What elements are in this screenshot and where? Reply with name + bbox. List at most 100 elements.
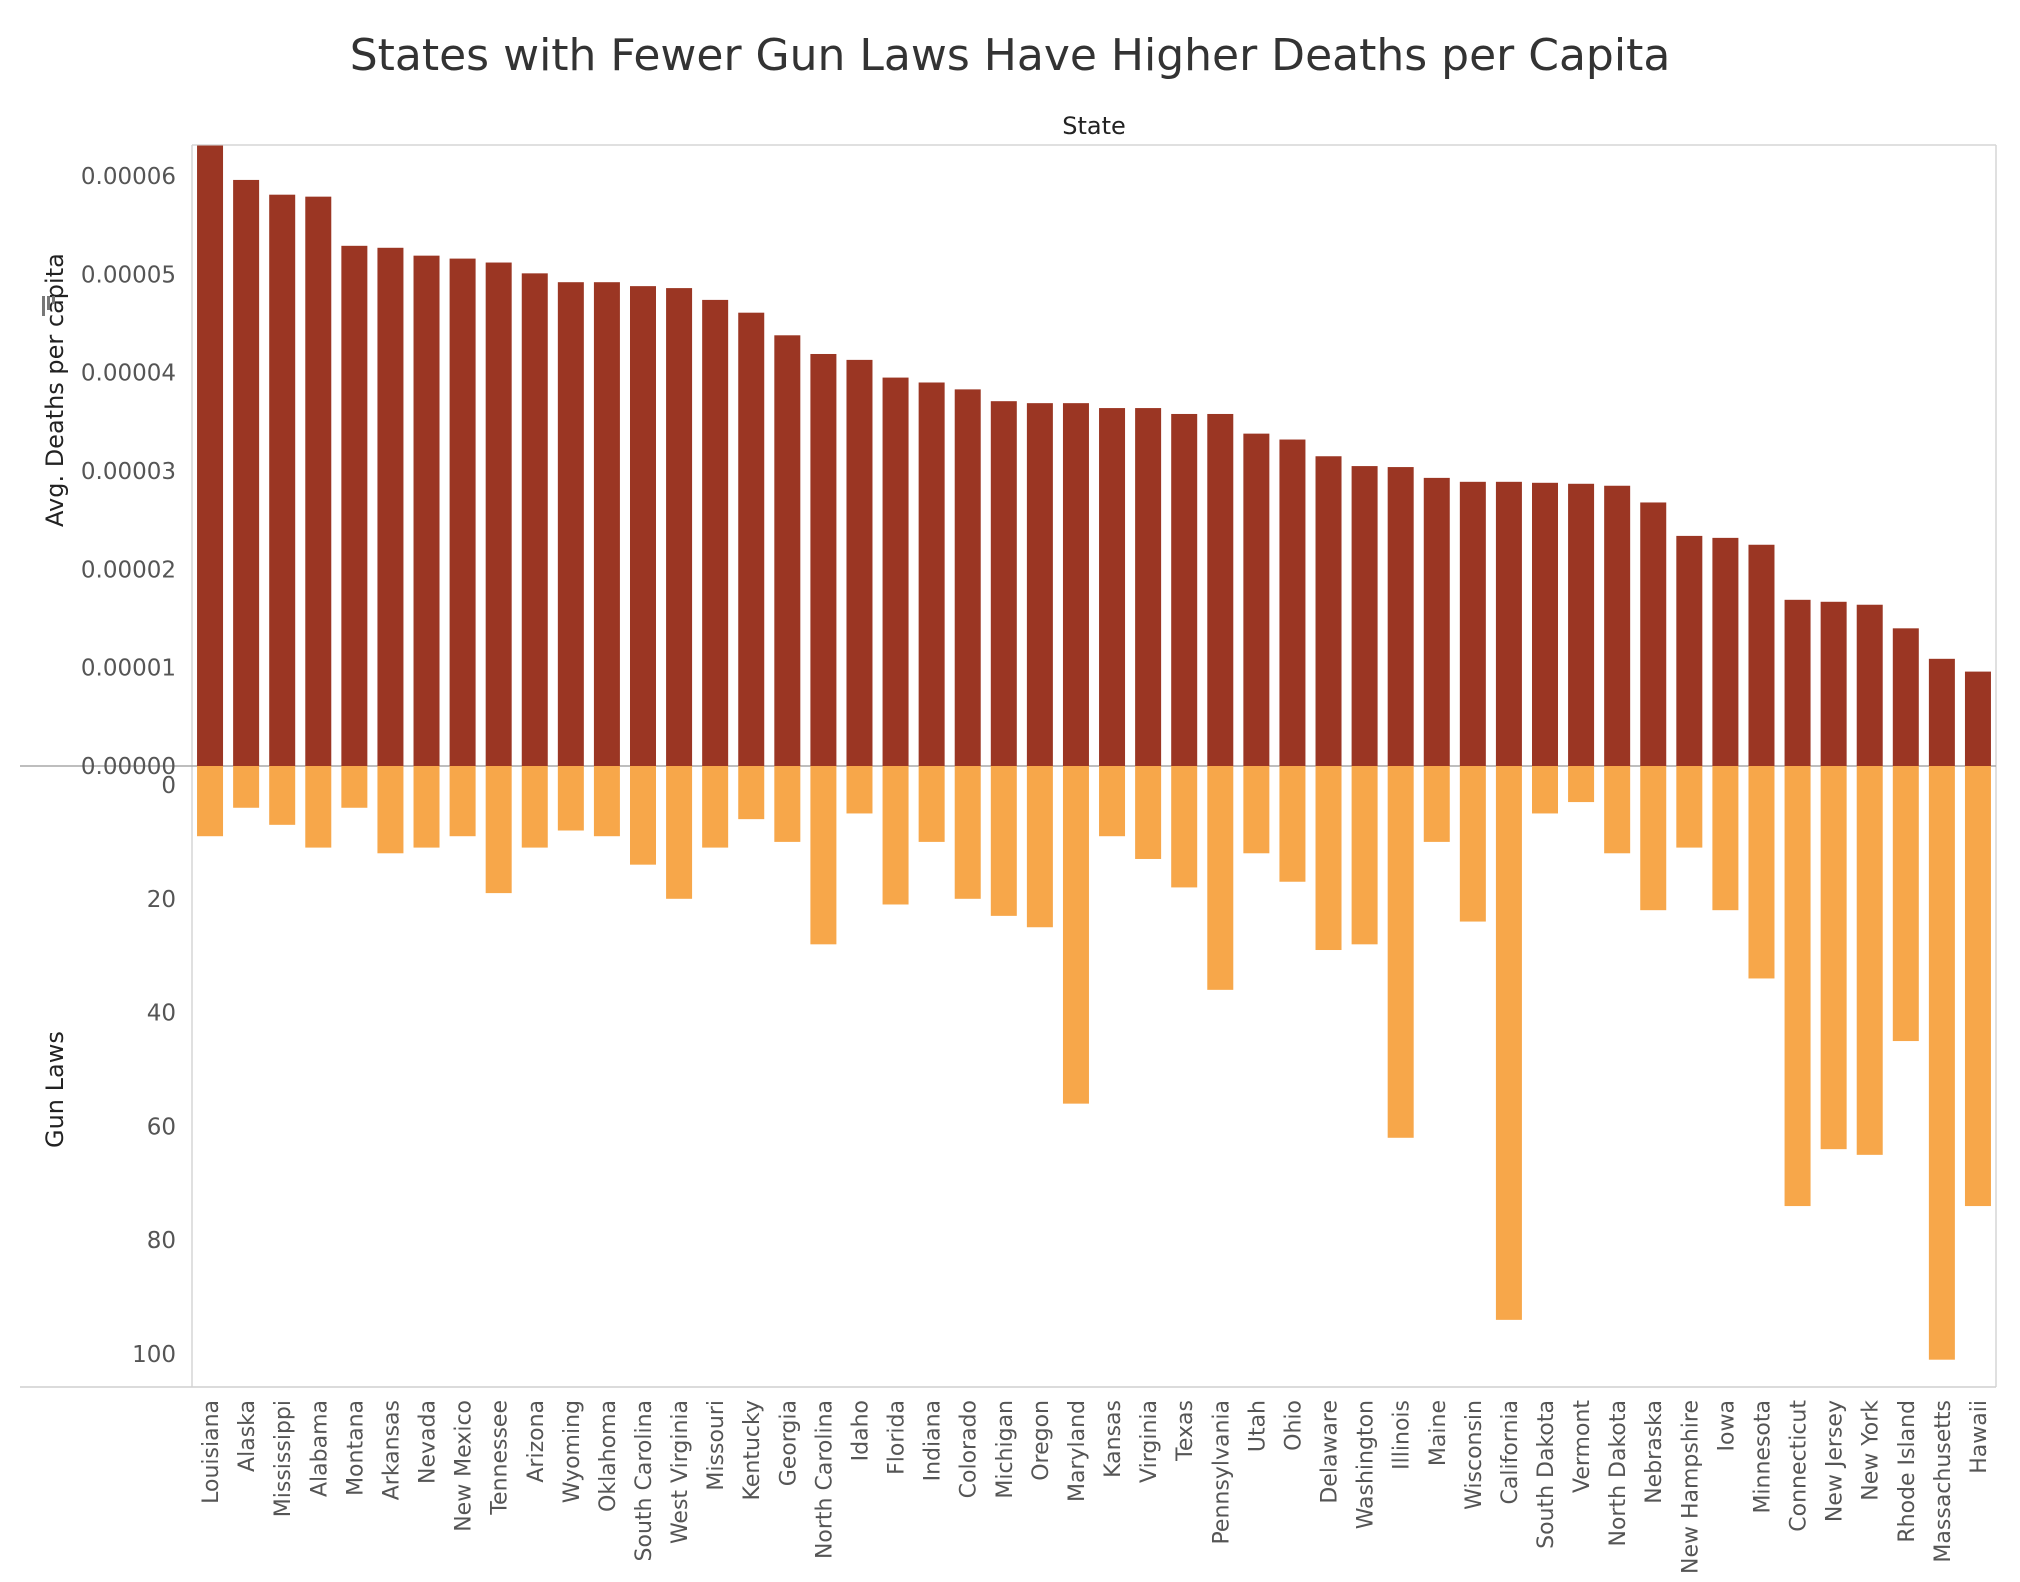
deaths-bar: [1171, 413, 1198, 766]
state-tick-label: Alaska: [235, 1400, 260, 1472]
deaths-bar: [557, 282, 584, 766]
deaths-bar: [1964, 671, 1991, 766]
bottom-axis-tick-label: 0: [161, 773, 176, 799]
state-tick-label: Alabama: [307, 1400, 332, 1497]
state-tick-label: South Dakota: [1534, 1400, 1559, 1549]
deaths-bar: [1387, 467, 1414, 766]
state-axis-labels: Louisiana Alaska Mississippi Alabama Montana…: [199, 1400, 1992, 1574]
sort-icon[interactable]: [40, 294, 64, 318]
bottom-axis-tick-label: 60: [147, 1114, 176, 1140]
gun-laws-bar: [1532, 766, 1558, 814]
deaths-bar: [1568, 483, 1595, 766]
gun-laws-bar: [954, 766, 981, 899]
deaths-bar: [1748, 544, 1775, 766]
state-tick-label: Florida: [885, 1400, 910, 1475]
deaths-bar: [810, 353, 837, 766]
deaths-bar: [413, 255, 440, 766]
deaths-per-capita-bars: [197, 145, 1991, 767]
gun-laws-bar: [1279, 766, 1306, 882]
gun-laws-bar: [702, 766, 729, 848]
gun-laws-bar: [918, 766, 945, 842]
deaths-bar: [738, 312, 765, 766]
chart-title: States with Fewer Gun Laws Have Higher D…: [349, 30, 1671, 81]
bottom-axis-tick-label: 100: [132, 1342, 176, 1368]
gun-laws-bar: [1568, 766, 1595, 803]
gun-laws-bar: [521, 766, 548, 848]
deaths-bar: [305, 196, 332, 766]
gun-laws-bar: [1676, 766, 1703, 848]
state-tick-label: Kentucky: [740, 1400, 765, 1500]
state-tick-label: Delaware: [1318, 1400, 1343, 1504]
state-tick-label: Maine: [1426, 1400, 1451, 1466]
state-tick-label: Vermont: [1570, 1400, 1595, 1493]
state-tick-label: Tennessee: [488, 1400, 513, 1516]
top-axis-tick-label: 0.00003: [81, 459, 176, 485]
deaths-bar: [197, 145, 224, 766]
gun-laws-bar: [1495, 766, 1522, 1320]
deaths-bar: [1820, 601, 1847, 766]
gun-laws-bar: [1712, 766, 1739, 911]
state-tick-label: Arkansas: [379, 1400, 404, 1500]
deaths-bar: [990, 401, 1017, 766]
top-axis-tick-label: 0.00001: [81, 656, 176, 682]
gun-laws-bar: [1171, 766, 1198, 888]
gun-laws-bars: [197, 766, 1991, 1360]
gun-laws-bar: [846, 766, 873, 814]
gun-laws-bar: [1207, 766, 1234, 990]
gun-laws-bar: [882, 766, 909, 905]
deaths-bar: [593, 282, 620, 766]
deaths-bar: [702, 299, 729, 766]
state-tick-label: Colorado: [957, 1400, 982, 1498]
gun-laws-bar: [413, 766, 440, 848]
deaths-bar: [1459, 481, 1486, 766]
gun-laws-bar: [1099, 766, 1126, 837]
top-axis-tick-label: 0.00004: [81, 361, 176, 387]
state-tick-label: Rhode Island: [1895, 1400, 1920, 1543]
gun-laws-bar: [1423, 766, 1450, 842]
state-tick-label: North Dakota: [1606, 1400, 1631, 1546]
state-tick-label: Ohio: [1281, 1400, 1306, 1451]
deaths-bar: [1351, 466, 1378, 766]
gun-laws-bar: [269, 766, 296, 825]
state-tick-label: Maryland: [1065, 1400, 1090, 1502]
gun-laws-bar: [738, 766, 765, 820]
deaths-bar: [1026, 403, 1053, 766]
column-header-state: State: [1062, 112, 1126, 140]
state-tick-label: Indiana: [921, 1400, 946, 1481]
deaths-bar: [846, 359, 873, 766]
gun-laws-bar: [1459, 766, 1486, 922]
gun-laws-bar: [810, 766, 837, 945]
state-tick-label: Massachusetts: [1931, 1400, 1956, 1563]
deaths-bar: [954, 389, 981, 766]
bottom-axis-ticks: 0 20 40 60 80 100: [132, 773, 176, 1368]
state-tick-label: Wyoming: [560, 1400, 585, 1503]
state-tick-label: Iowa: [1714, 1400, 1739, 1451]
gun-laws-bar: [1315, 766, 1342, 951]
state-tick-label: Kansas: [1101, 1400, 1126, 1478]
deaths-bar: [1928, 658, 1955, 766]
state-tick-label: Arizona: [524, 1400, 549, 1483]
state-tick-label: Minnesota: [1750, 1400, 1775, 1514]
gun-laws-bar: [557, 766, 584, 831]
deaths-bar: [1856, 604, 1883, 766]
gun-laws-bar: [1640, 766, 1667, 911]
deaths-bar: [377, 247, 404, 767]
deaths-bar: [774, 335, 801, 766]
deaths-bar: [1532, 482, 1558, 766]
gun-laws-bar: [449, 766, 476, 837]
gun-laws-bar: [1856, 766, 1883, 1155]
gun-laws-bar: [197, 766, 224, 837]
state-tick-label: Idaho: [848, 1400, 873, 1461]
state-tick-label: Georgia: [776, 1400, 801, 1486]
gun-laws-bar: [341, 766, 368, 808]
gun-laws-bar: [1062, 766, 1089, 1104]
gun-laws-bar: [1135, 766, 1162, 859]
gun-laws-bar: [1928, 766, 1955, 1360]
state-tick-label: Nebraska: [1642, 1400, 1667, 1504]
y-axis-label-deaths: Avg. Deaths per capita: [41, 253, 69, 527]
top-axis-ticks: 0.00000 0.00001 0.00002 0.00003 0.00004 0.000…: [81, 164, 176, 780]
state-tick-label: Mississippi: [271, 1400, 296, 1517]
deaths-bar: [485, 262, 512, 766]
deaths-bar: [521, 273, 548, 766]
